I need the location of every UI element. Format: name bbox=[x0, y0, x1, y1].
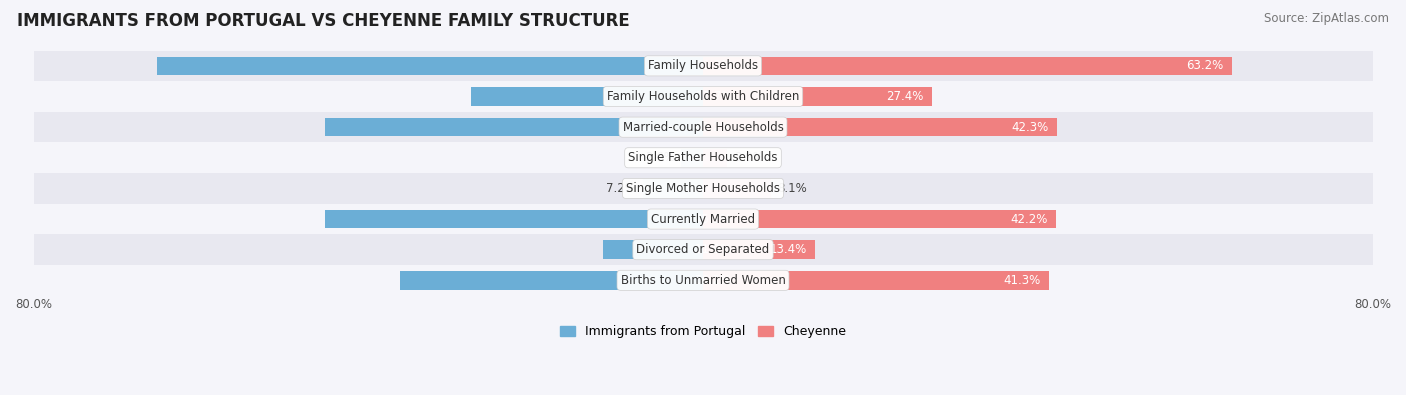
Text: 7.2%: 7.2% bbox=[606, 182, 636, 195]
Legend: Immigrants from Portugal, Cheyenne: Immigrants from Portugal, Cheyenne bbox=[555, 320, 851, 343]
Bar bbox=[325, 210, 703, 228]
Text: 13.4%: 13.4% bbox=[769, 243, 807, 256]
Text: 63.2%: 63.2% bbox=[1187, 59, 1223, 72]
Bar bbox=[682, 149, 703, 167]
Text: Family Households with Children: Family Households with Children bbox=[607, 90, 799, 103]
Text: Married-couple Households: Married-couple Households bbox=[623, 120, 783, 134]
Bar bbox=[703, 149, 727, 167]
Text: 41.3%: 41.3% bbox=[1002, 274, 1040, 287]
Text: 2.6%: 2.6% bbox=[645, 151, 675, 164]
Bar bbox=[401, 271, 703, 290]
Text: 42.3%: 42.3% bbox=[1011, 120, 1049, 134]
Bar bbox=[34, 265, 1372, 295]
Bar bbox=[703, 241, 815, 259]
Bar bbox=[34, 234, 1372, 265]
Text: Source: ZipAtlas.com: Source: ZipAtlas.com bbox=[1264, 12, 1389, 25]
Bar bbox=[471, 87, 703, 106]
Bar bbox=[34, 143, 1372, 173]
Bar bbox=[643, 179, 703, 198]
Text: Single Father Households: Single Father Households bbox=[628, 151, 778, 164]
Text: 65.2%: 65.2% bbox=[695, 59, 733, 72]
Bar bbox=[603, 241, 703, 259]
Bar bbox=[157, 56, 703, 75]
Bar bbox=[34, 112, 1372, 143]
Text: 11.9%: 11.9% bbox=[695, 243, 733, 256]
Text: 8.1%: 8.1% bbox=[778, 182, 807, 195]
Text: Births to Unmarried Women: Births to Unmarried Women bbox=[620, 274, 786, 287]
Bar bbox=[34, 173, 1372, 204]
Text: 45.2%: 45.2% bbox=[695, 120, 733, 134]
Bar bbox=[703, 179, 770, 198]
Text: 45.2%: 45.2% bbox=[695, 213, 733, 226]
Text: Family Households: Family Households bbox=[648, 59, 758, 72]
Text: 36.2%: 36.2% bbox=[695, 274, 733, 287]
Text: 2.9%: 2.9% bbox=[734, 151, 763, 164]
Bar bbox=[34, 51, 1372, 81]
Text: Divorced or Separated: Divorced or Separated bbox=[637, 243, 769, 256]
Bar bbox=[703, 87, 932, 106]
Text: 42.2%: 42.2% bbox=[1011, 213, 1047, 226]
Bar bbox=[703, 56, 1232, 75]
Bar bbox=[325, 118, 703, 136]
Text: 27.4%: 27.4% bbox=[887, 90, 924, 103]
Text: Single Mother Households: Single Mother Households bbox=[626, 182, 780, 195]
Bar bbox=[34, 81, 1372, 112]
Text: 27.7%: 27.7% bbox=[695, 90, 733, 103]
Text: Currently Married: Currently Married bbox=[651, 213, 755, 226]
Bar bbox=[34, 204, 1372, 234]
Bar bbox=[703, 210, 1056, 228]
Text: IMMIGRANTS FROM PORTUGAL VS CHEYENNE FAMILY STRUCTURE: IMMIGRANTS FROM PORTUGAL VS CHEYENNE FAM… bbox=[17, 12, 630, 30]
Bar bbox=[703, 118, 1057, 136]
Bar bbox=[703, 271, 1049, 290]
